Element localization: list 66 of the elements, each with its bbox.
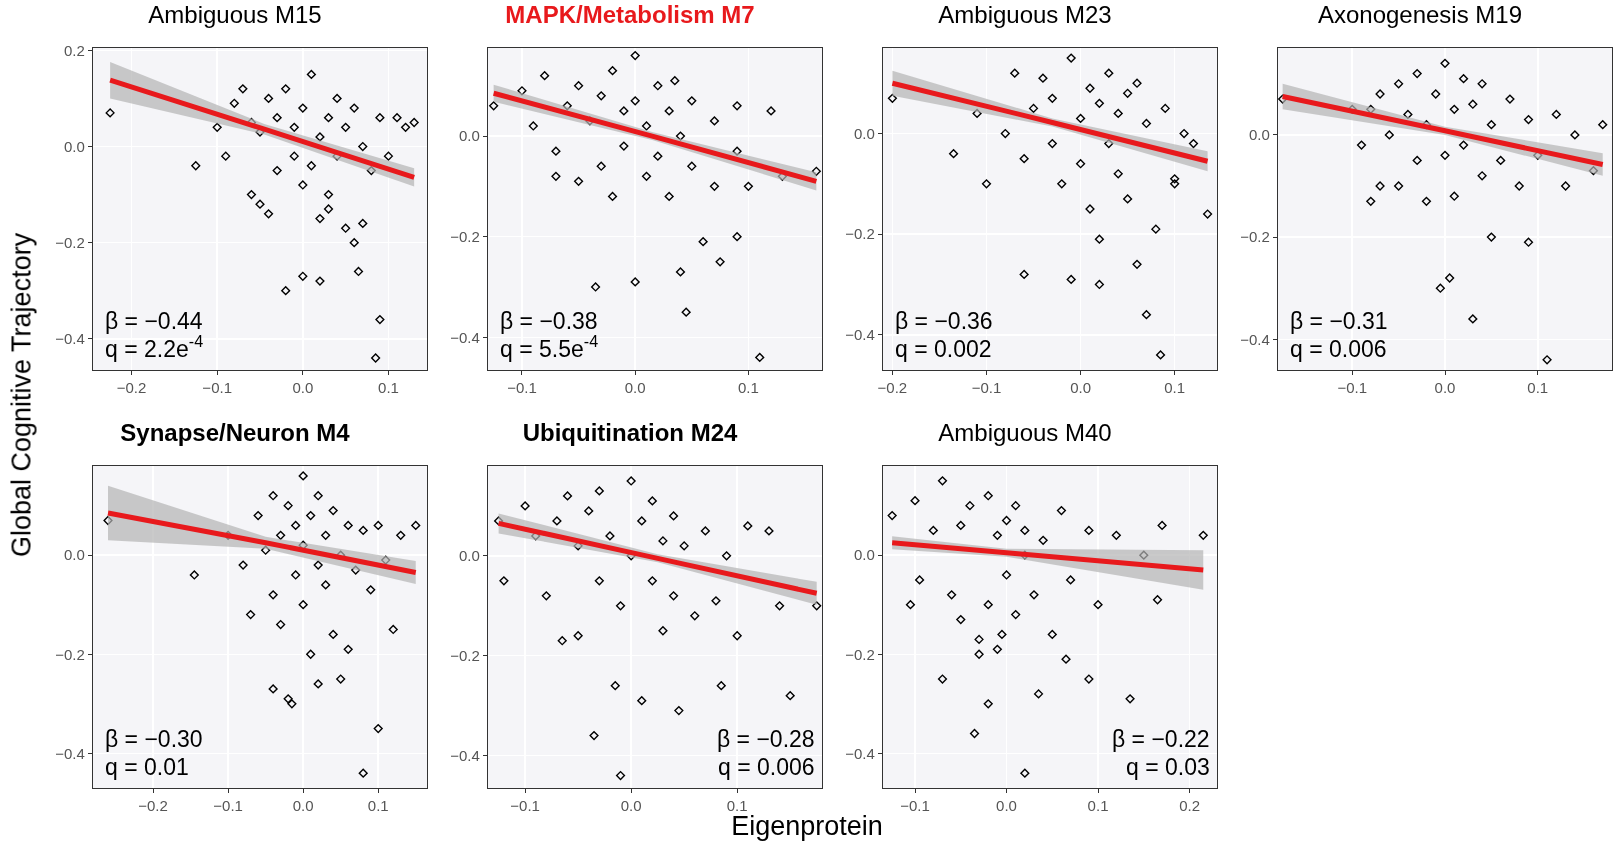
x-tick-label: −0.1	[213, 797, 243, 815]
y-tick-label: 0.0	[458, 127, 480, 145]
x-tick-label: −0.1	[510, 797, 540, 815]
chart-title: Axonogenesis M19	[1317, 0, 1523, 28]
x-tick-label: −0.1	[202, 379, 232, 397]
x-tick-label: −0.1	[900, 797, 930, 815]
y-tick-label: −0.2	[845, 225, 875, 243]
annotation: β = −0.44	[105, 308, 203, 334]
y-tick-label: −0.4	[1240, 330, 1270, 348]
y-tick-label: 0.0	[458, 547, 480, 565]
x-tick-label: −0.1	[1337, 379, 1368, 397]
y-tick-label: −0.2	[55, 645, 85, 663]
y-tick-label: −0.4	[450, 746, 480, 764]
x-tick-label: 0.0	[1070, 379, 1092, 397]
annotation: β = −0.31	[1290, 308, 1388, 334]
annotation: q = 0.006	[1290, 336, 1387, 362]
x-tick-label: 0.0	[1434, 379, 1456, 397]
annotation: β = −0.28	[717, 726, 815, 752]
chart-title: MAPK/Metabolism M7	[505, 0, 755, 28]
x-tick-label: 0.0	[620, 797, 642, 815]
x-tick-label: 0.1	[1527, 379, 1549, 397]
y-tick-label: −0.4	[55, 330, 85, 348]
annotation: β = −0.38	[500, 308, 598, 334]
x-tick-label: 0.1	[378, 379, 399, 397]
annotation: q = 0.03	[1126, 754, 1210, 780]
x-tick-label: 0.0	[292, 797, 314, 815]
annotation: q = 0.01	[105, 754, 189, 780]
chart-title: Synapse/Neuron M4	[120, 418, 351, 446]
chart-title: Ambiguous M40	[938, 418, 1112, 446]
y-tick-label: −0.2	[845, 645, 875, 663]
annotation: β = −0.36	[895, 308, 993, 334]
x-tick-label: 0.0	[624, 379, 646, 397]
x-tick-label: 0.0	[996, 797, 1017, 815]
x-tick-label: 0.0	[292, 379, 314, 397]
annotation: β = −0.30	[105, 726, 203, 752]
y-tick-label: 0.0	[63, 546, 85, 564]
x-tick-label: 0.1	[367, 797, 389, 815]
x-tick-label: −0.2	[138, 797, 168, 815]
x-tick-label: −0.2	[116, 379, 147, 397]
x-tick-label: 0.1	[1164, 379, 1186, 397]
x-tick-label: −0.1	[971, 379, 1002, 397]
x-tick-label: 0.2	[1179, 797, 1200, 815]
x-tick-label: −0.1	[507, 379, 537, 397]
chart-title: Ambiguous M23	[938, 0, 1112, 28]
chart-title: Ambiguous M15	[148, 0, 322, 28]
y-tick-label: −0.4	[55, 744, 85, 762]
annotation: q = 0.006	[718, 754, 815, 780]
x-tick-label: 0.1	[1087, 797, 1109, 815]
y-tick-label: 0.0	[853, 124, 875, 142]
y-tick-label: −0.4	[845, 744, 875, 762]
y-tick-label: −0.2	[450, 646, 480, 664]
annotation: β = −0.22	[1112, 726, 1210, 752]
y-tick-label: −0.4	[845, 326, 875, 344]
y-tick-label: 0.0	[63, 137, 85, 155]
y-tick-label: −0.4	[450, 328, 480, 346]
x-tick-label: 0.1	[737, 379, 759, 397]
y-tick-label: −0.2	[450, 227, 480, 245]
y-tick-label: 0.0	[1248, 126, 1270, 144]
chart-title: Ubiquitination M24	[522, 418, 738, 446]
y-tick-label: −0.2	[1240, 228, 1270, 246]
y-axis-title: Global Cognitive Trajectory	[6, 232, 38, 558]
y-tick-label: 0.0	[853, 546, 875, 564]
x-tick-label: −0.2	[877, 379, 908, 397]
y-tick-label: 0.2	[63, 41, 85, 59]
y-tick-label: −0.2	[55, 233, 85, 251]
annotation: q = 0.002	[895, 336, 992, 362]
